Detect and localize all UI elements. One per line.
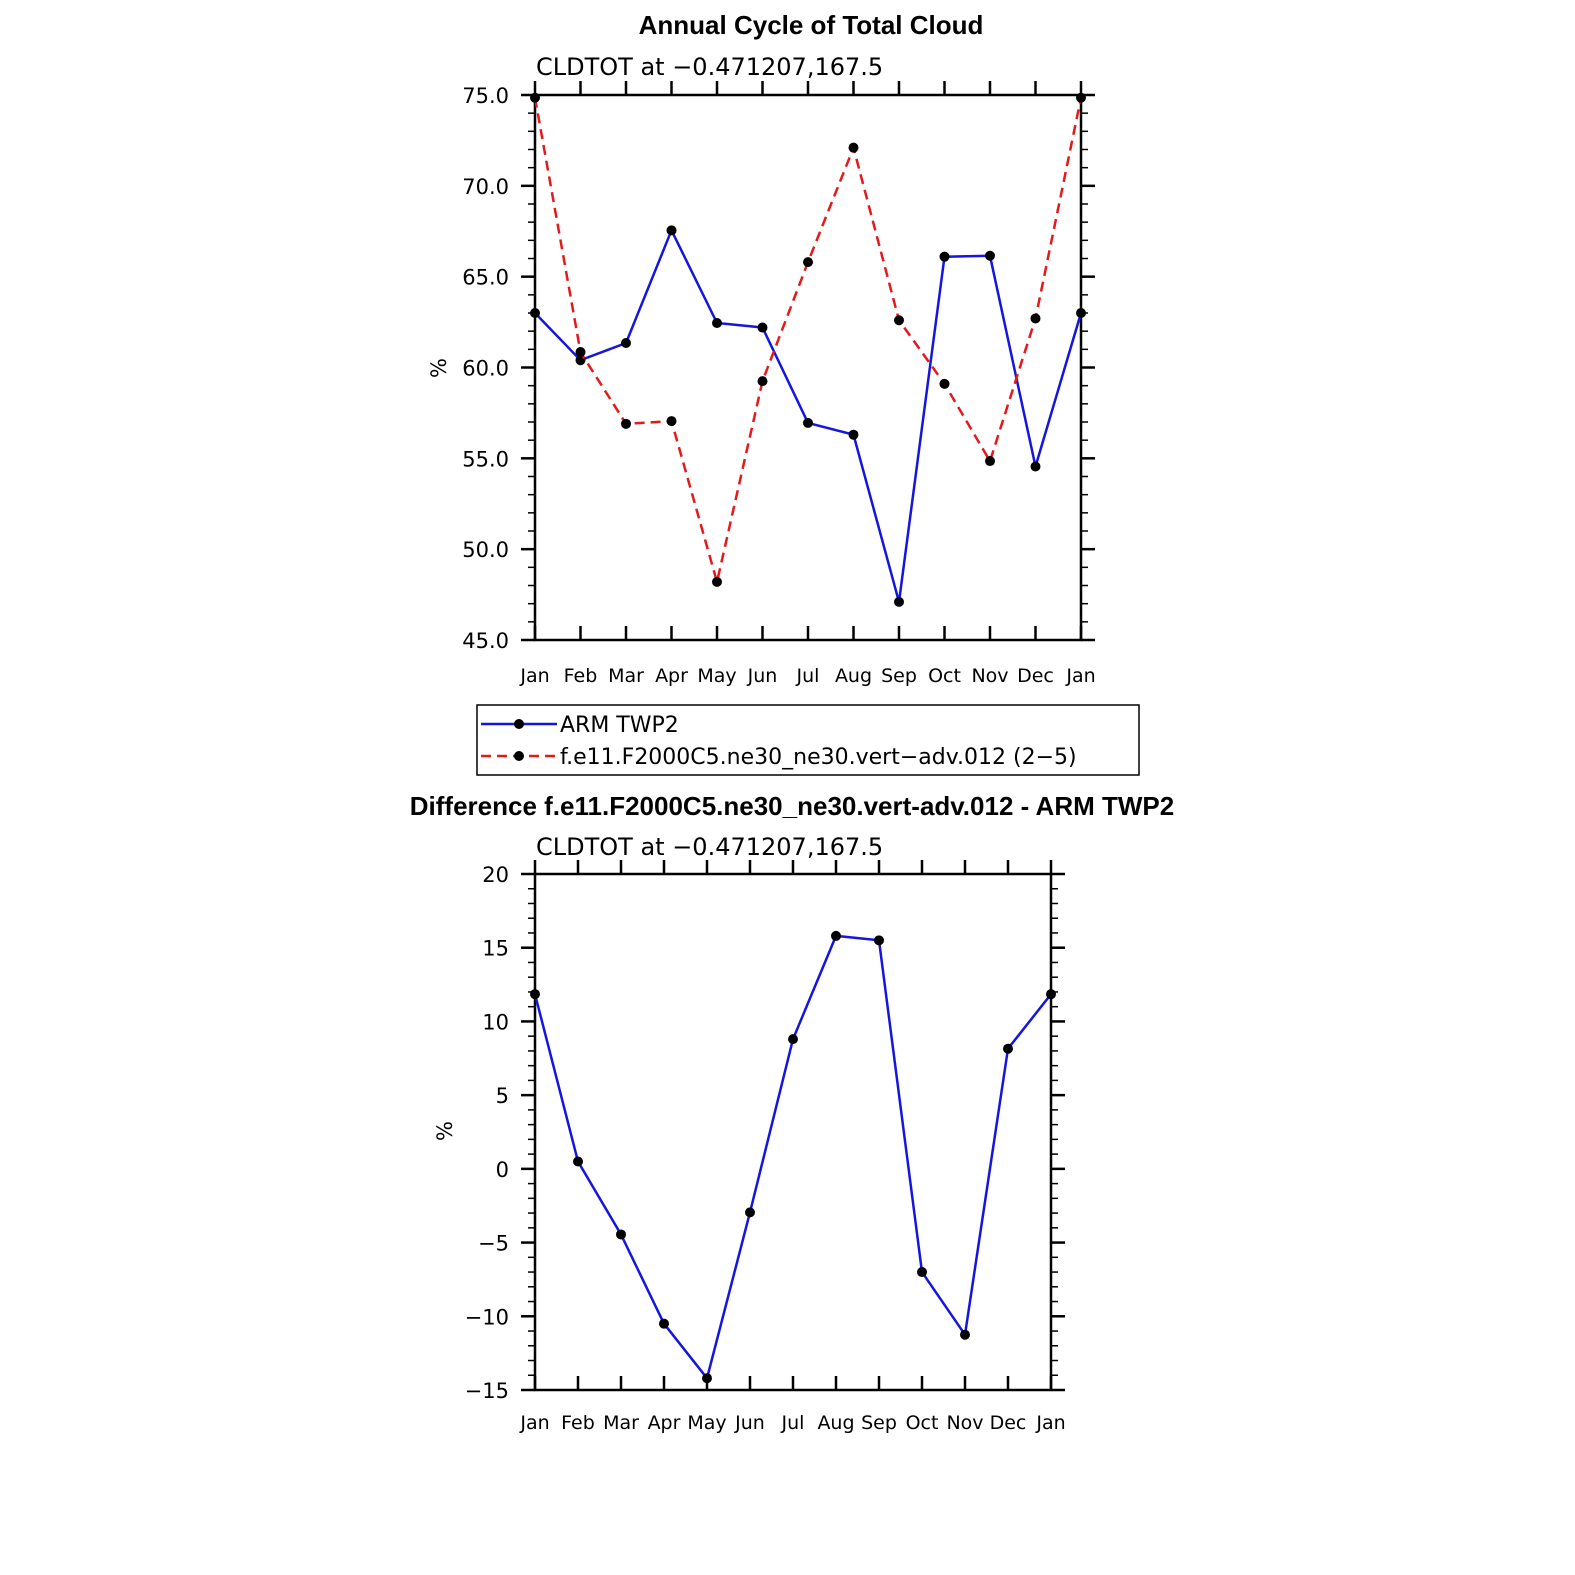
data-point [1076,92,1086,103]
x-tick-label: Mar [608,665,644,687]
data-point [621,337,631,348]
x-tick-label: Jul [796,665,820,687]
series-line [533,934,1052,1381]
chart1-subtitle: CLDTOT at −0.471207,167.5 [536,53,883,81]
data-point [917,1267,927,1278]
data-point [1003,1043,1013,1054]
series-line [533,97,1083,583]
x-tick-label: Jan [1035,1412,1065,1434]
y-tick-label: 60.0 [462,357,509,381]
y-tick-label: 0 [496,1158,509,1182]
x-tick-label: Dec [1017,665,1054,687]
data-point [848,429,859,440]
x-tick-label: Jan [1065,665,1095,687]
x-tick-label: Aug [817,1412,854,1434]
y-tick-label: 70.0 [462,175,509,199]
chart2-ylabel: % [433,1121,457,1141]
y-tick-label: 5 [496,1084,509,1108]
y-tick-label: 65.0 [462,266,509,290]
data-point [530,92,540,103]
data-point [757,376,768,387]
legend-marker-arm [514,719,524,729]
x-tick-label: Aug [835,665,872,687]
data-point [712,317,722,328]
y-tick-label: 15 [482,937,509,961]
y-tick-label: −5 [478,1232,509,1256]
plot-frame [533,872,1053,1392]
chart2-subtitle: CLDTOT at −0.471207,167.5 [536,833,883,861]
x-tick-label: Oct [906,1412,939,1434]
data-point [745,1207,755,1218]
x-tick-label: Jan [519,665,549,687]
data-point [702,1373,712,1384]
data-point [757,322,768,333]
x-tick-label: Oct [928,665,961,687]
data-point [985,456,995,467]
data-point [1046,989,1056,1000]
data-point [666,225,677,236]
x-tick-label: Nov [971,665,1008,687]
plot-frame [533,93,1083,642]
legend-label-arm: ARM TWP2 [560,713,679,738]
data-point [530,989,540,1000]
series-line [534,227,1083,603]
x-tick-label: Mar [603,1412,639,1434]
data-point [621,418,631,429]
data-point [575,347,586,358]
y-tick-label: −15 [465,1379,509,1403]
legend-label-model: f.e11.F2000C5.ne30_ne30.vert−adv.012 (2−… [560,745,1077,770]
x-tick-label: May [697,665,736,687]
x-tick-label: Jan [519,1412,549,1434]
x-tick-label: Dec [990,1412,1027,1434]
x-tick-label: Feb [561,1412,595,1434]
data-point [831,930,841,941]
data-point [1030,461,1041,472]
y-tick-label: 45.0 [462,629,509,653]
data-point [894,596,904,607]
legend-box [476,704,1140,776]
y-tick-label: 20 [482,863,509,887]
data-point [666,416,677,427]
legend-marker-model [514,751,524,761]
data-point [985,250,995,261]
x-tick-label: Sep [861,1412,897,1434]
x-tick-label: Jun [734,1412,765,1434]
x-tick-label: Jun [747,665,778,687]
data-point [939,378,950,389]
chart2-plot-area: −15 −10 −5 0 5 10 15 20 Jan Feb Mar Apr May Jun Jul Aug… [465,860,1066,1434]
data-point [803,417,813,428]
x-tick-label: Sep [881,665,917,687]
x-tick-label: Nov [946,1412,983,1434]
data-point [573,1156,583,1167]
y-tick-label: 55.0 [462,447,509,471]
data-point [1076,308,1086,318]
x-tick-label: Feb [564,665,598,687]
x-tick-label: Apr [648,1412,681,1434]
data-point [848,142,859,153]
data-point [803,257,813,268]
chart2-title: Difference f.e11.F2000C5.ne30_ne30.vert-… [410,791,1174,821]
y-tick-label: 10 [482,1010,509,1034]
data-point [1030,313,1041,324]
chart1-title: Annual Cycle of Total Cloud [639,10,984,40]
y-tick-label: 50.0 [462,538,509,562]
data-point [939,251,950,262]
y-tick-label: 75.0 [462,84,509,108]
data-point [960,1329,970,1340]
data-point [894,315,904,326]
data-point [659,1318,669,1329]
chart1-legend: ARM TWP2 f.e11.F2000C5.ne30_ne30.vert−ad… [476,704,1140,776]
data-point [530,308,540,318]
y-tick-label: −10 [465,1305,509,1329]
chart1-ylabel: % [427,358,451,378]
data-point [712,576,722,587]
data-point [788,1034,798,1045]
data-point [616,1229,626,1240]
x-tick-label: Jul [781,1412,805,1434]
x-tick-label: Apr [655,665,688,687]
chart1-plot-area: 45.0 50.0 55.0 60.0 65.0 70.0 75.0 Jan Feb Mar Apr… [462,81,1096,687]
x-tick-label: May [687,1412,726,1434]
data-point [874,935,884,946]
